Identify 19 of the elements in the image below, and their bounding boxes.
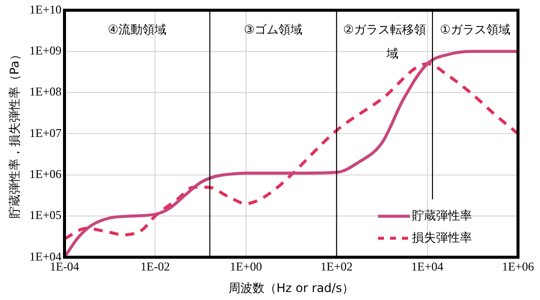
x-tick-label: 1E-02 [140,260,170,274]
x-tick-label: 1E+00 [230,260,262,274]
y-axis-title: 貯蔵弾性率，損失弾性率（Pa） [7,48,22,219]
annotation: ②ガラス転移領域 [343,22,426,60]
x-tick-label: 1E+06 [502,260,534,274]
y-tick-label: 1E+05 [29,208,62,222]
legend-label: 貯蔵弾性率 [412,208,472,222]
y-tick-label: 1E+07 [29,126,62,140]
y-tick-label: 1E+09 [29,44,62,58]
y-tick-label: 1E+06 [29,167,62,182]
y-tick-label: 1E+10 [29,2,62,16]
annotation: ④流動領域 [108,22,167,36]
legend-label: 損失弾性率 [412,230,472,244]
annotation: ③ゴム領域 [244,22,303,36]
y-tick-label: 1E+08 [29,84,62,99]
x-tick-label: 1E+02 [320,260,353,274]
x-tick-label: 1E+04 [411,260,444,274]
annotation: ①ガラス領域 [440,22,511,36]
x-axis-title: 周波数（Hz or rad/s） [228,280,354,295]
